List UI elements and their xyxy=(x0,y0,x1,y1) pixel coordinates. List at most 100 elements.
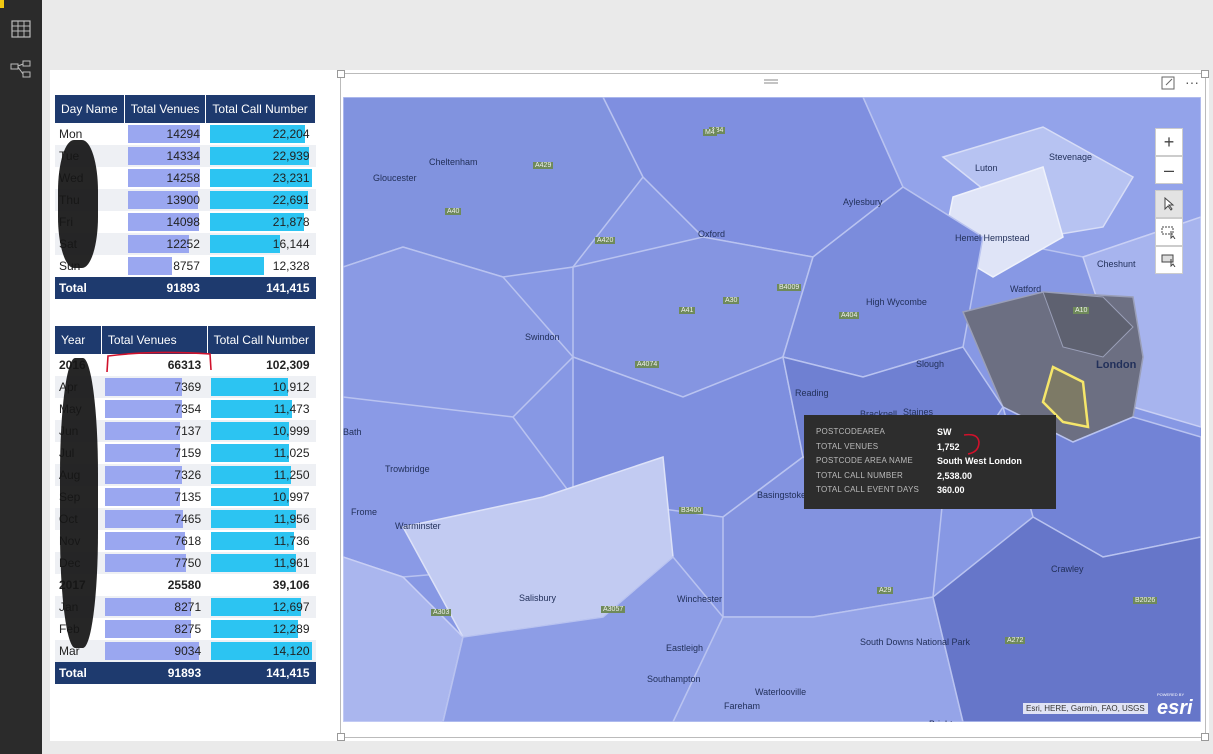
cell-value: 7137 xyxy=(174,424,202,438)
cell-value: 8275 xyxy=(174,622,202,636)
cell-value: 14334 xyxy=(166,149,200,163)
map-place-label: Luton xyxy=(975,163,998,173)
resize-handle[interactable] xyxy=(1201,70,1209,78)
table-row[interactable]: Sun875712,328 xyxy=(55,255,316,277)
map-place-label: Brighton xyxy=(929,719,963,722)
map-place-label: Warminster xyxy=(395,521,441,531)
calls-cell: 10,997 xyxy=(207,486,315,508)
model-icon[interactable] xyxy=(10,60,32,82)
col-header-total-call-number[interactable]: Total Call Number xyxy=(205,95,316,123)
table-row[interactable]: Nov761811,736 xyxy=(55,530,316,552)
road-badge: B4009 xyxy=(777,284,802,291)
row-label: Mon xyxy=(59,127,83,141)
table-row[interactable]: Mon 14294 22,204 xyxy=(55,123,316,145)
table-row[interactable]: May735411,473 xyxy=(55,398,316,420)
zoom-out-button[interactable]: – xyxy=(1155,156,1183,184)
table-row[interactable]: Sep713510,997 xyxy=(55,486,316,508)
calls-databar xyxy=(211,532,295,550)
table-icon[interactable] xyxy=(10,18,32,40)
venues-cell: 7618 xyxy=(101,530,207,552)
more-options-icon[interactable]: ··· xyxy=(1185,74,1199,90)
calls-cell: 21,878 xyxy=(206,211,316,233)
red-annotation-mark xyxy=(106,351,212,373)
map-place-label: Trowbridge xyxy=(385,464,430,474)
map-place-label: Waterlooville xyxy=(755,687,807,697)
calls-databar xyxy=(209,125,306,143)
venues-databar xyxy=(105,466,182,484)
col-header-total-call-number[interactable]: Total Call Number xyxy=(207,326,317,354)
venues-databar xyxy=(105,488,180,506)
tooltip-value: South West London xyxy=(937,456,1022,466)
road-badge: A29 xyxy=(877,587,894,594)
focus-mode-icon[interactable] xyxy=(1161,76,1175,95)
cell-value: 12,289 xyxy=(272,622,310,636)
map-place-label: Crawley xyxy=(1051,564,1084,574)
calls-cell: 11,025 xyxy=(207,442,315,464)
table-row[interactable]: Tue1433422,939 xyxy=(55,145,316,167)
cell-value: 7465 xyxy=(174,512,202,526)
cell-value: 11,025 xyxy=(273,446,310,460)
table-row[interactable]: Apr736910,912 xyxy=(55,376,316,398)
map-place-label: Stevenage xyxy=(1049,152,1093,162)
drag-handle-icon[interactable] xyxy=(763,74,779,92)
map-regions xyxy=(343,97,1201,722)
cell-value: 25580 xyxy=(167,578,202,592)
rectangle-select-icon[interactable] xyxy=(1155,218,1183,246)
venues-databar xyxy=(128,257,173,275)
calls-cell: 11,736 xyxy=(207,530,315,552)
cell-value: 7326 xyxy=(174,468,202,482)
road-badge: A404 xyxy=(839,312,860,319)
venues-cell: 14258 xyxy=(124,167,206,189)
calls-cell: 22,204 xyxy=(206,123,316,145)
cell-value: 11,961 xyxy=(273,556,310,570)
cell-value: 13900 xyxy=(166,193,200,207)
venues-cell: 14098 xyxy=(124,211,206,233)
road-badge: M4 xyxy=(703,129,717,136)
venues-cell: 7135 xyxy=(101,486,207,508)
venues-cell: 8271 xyxy=(101,596,208,618)
pointer-select-icon[interactable] xyxy=(1155,190,1183,218)
calls-cell: 11,473 xyxy=(207,398,315,420)
year-table: Year Total Venues Total Call Number 2016… xyxy=(55,326,317,684)
venues-cell: 14334 xyxy=(124,145,206,167)
tooltip-key: TOTAL VENUES xyxy=(816,441,879,451)
lasso-select-icon[interactable] xyxy=(1155,246,1183,274)
zoom-in-button[interactable]: + xyxy=(1155,128,1183,156)
cell-value: 11,473 xyxy=(273,402,310,416)
tooltip-key: TOTAL CALL EVENT DAYS xyxy=(816,485,920,494)
total-row: Total 91893 141,415 xyxy=(55,662,316,684)
map-place-label: Watford xyxy=(1010,284,1042,294)
calls-databar xyxy=(211,400,293,418)
col-header-day-name[interactable]: Day Name xyxy=(55,95,125,123)
calls-databar xyxy=(211,598,302,616)
cell-value: 7135 xyxy=(174,490,202,504)
col-header-total-venues[interactable]: Total Venues xyxy=(124,95,207,123)
calls-databar xyxy=(211,422,290,440)
road-badge: A272 xyxy=(1005,637,1026,644)
choropleth-map[interactable]: Cheltenham Gloucester Luton Stevenage Aylesb… xyxy=(343,97,1201,722)
cell-value: 22,204 xyxy=(272,127,310,141)
map-place-label: Aylesbury xyxy=(843,197,883,207)
road-badge: B3400 xyxy=(679,507,704,514)
map-place-label: Southampton xyxy=(647,674,701,684)
road-badge: A40 xyxy=(445,208,462,215)
resize-handle[interactable] xyxy=(1201,733,1209,741)
table-row[interactable]: Oct746511,956 xyxy=(55,508,316,530)
table-row[interactable]: Jul715911,025 xyxy=(55,442,316,464)
calls-databar xyxy=(211,554,297,572)
venues-databar xyxy=(128,169,200,187)
map-place-label: Gloucester xyxy=(373,173,417,183)
table-row[interactable]: Feb827512,289 xyxy=(55,618,316,640)
col-header-year[interactable]: Year xyxy=(55,326,102,354)
cell-value: 22,939 xyxy=(272,149,310,163)
cell-value: 10,997 xyxy=(272,490,310,504)
table-row[interactable]: Mar 9034 14,120 xyxy=(55,640,316,662)
table-row[interactable]: Wed1425823,231 xyxy=(55,167,316,189)
venues-cell: 7137 xyxy=(101,420,208,442)
resize-handle[interactable] xyxy=(337,70,345,78)
tooltip-value: 360.00 xyxy=(937,485,965,495)
table-header-row: Year Total Venues Total Call Number xyxy=(55,326,317,354)
col-header-total-venues[interactable]: Total Venues xyxy=(101,326,208,354)
cell-value: 7369 xyxy=(174,380,202,394)
resize-handle[interactable] xyxy=(337,733,345,741)
